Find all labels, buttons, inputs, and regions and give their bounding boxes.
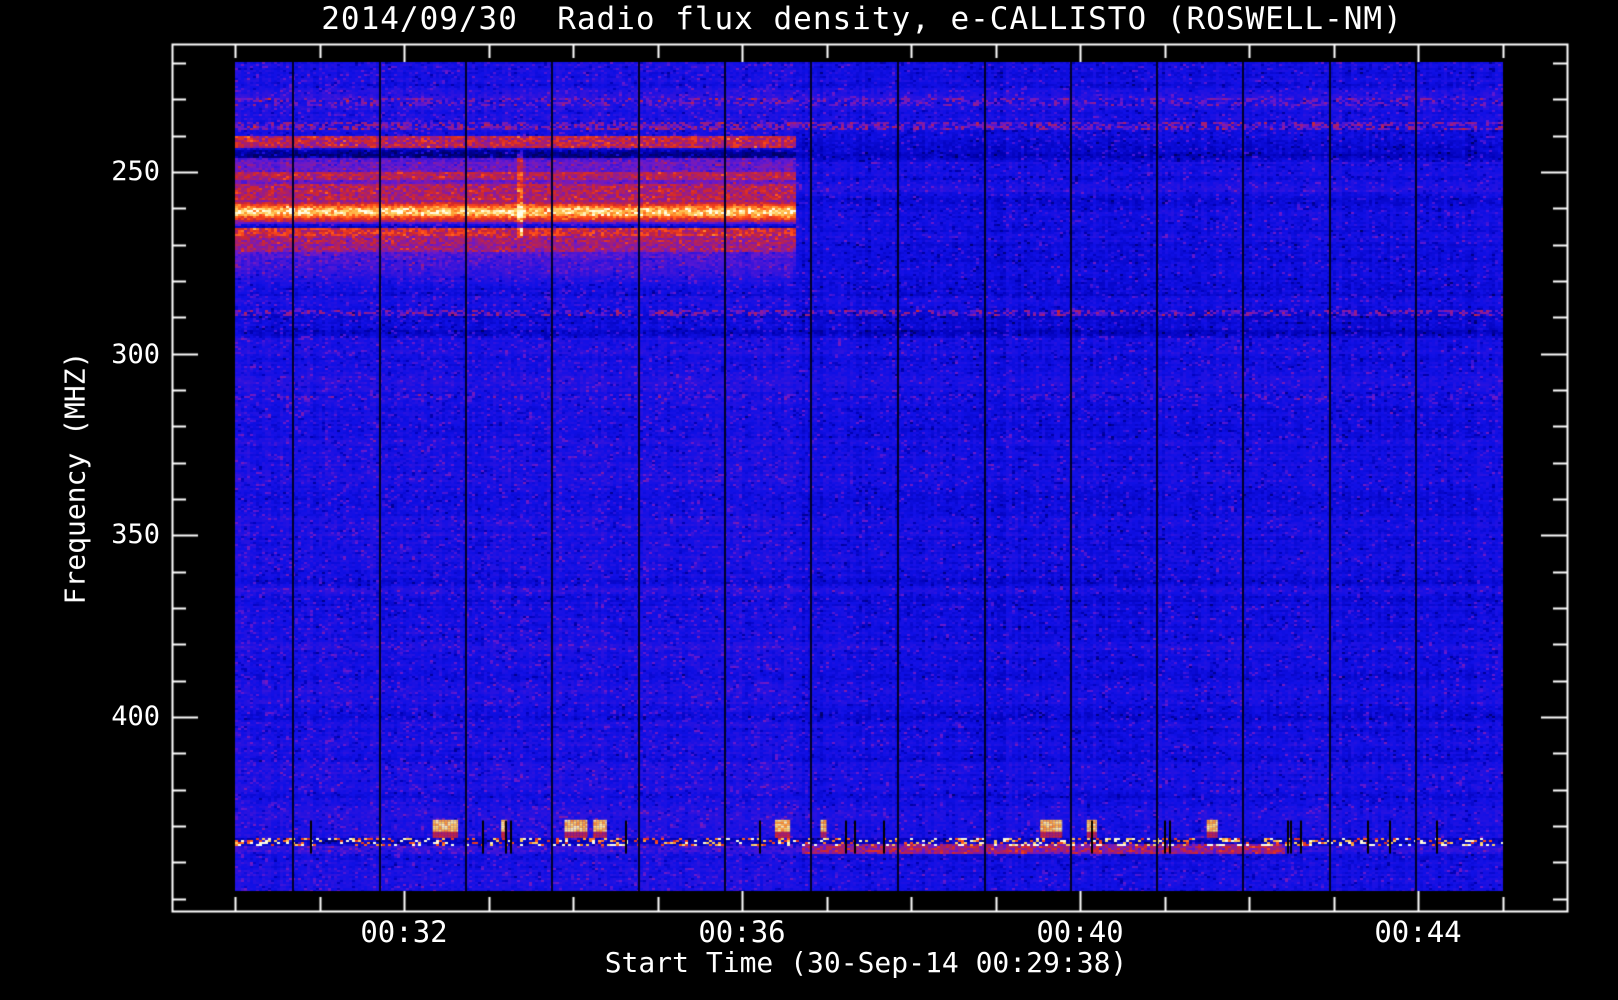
- y-tick-label-400: 400: [111, 701, 160, 732]
- x-tick-label-0040: 00:40: [1036, 915, 1124, 949]
- chart-title: 2014/09/30 Radio flux density, e-CALLIST…: [321, 1, 1403, 37]
- x-tick-label-0036: 00:36: [698, 915, 786, 949]
- x-tick-label-0044: 00:44: [1374, 915, 1462, 949]
- y-tick-label-350: 350: [111, 519, 160, 550]
- x-axis-label: Start Time (30-Sep-14 00:29:38): [604, 946, 1128, 979]
- y-tick-label-250: 250: [111, 156, 160, 187]
- x-tick-label-0032: 00:32: [360, 915, 448, 949]
- y-tick-label-300: 300: [111, 339, 160, 370]
- y-axis-label: Frequency (MHZ): [58, 351, 92, 605]
